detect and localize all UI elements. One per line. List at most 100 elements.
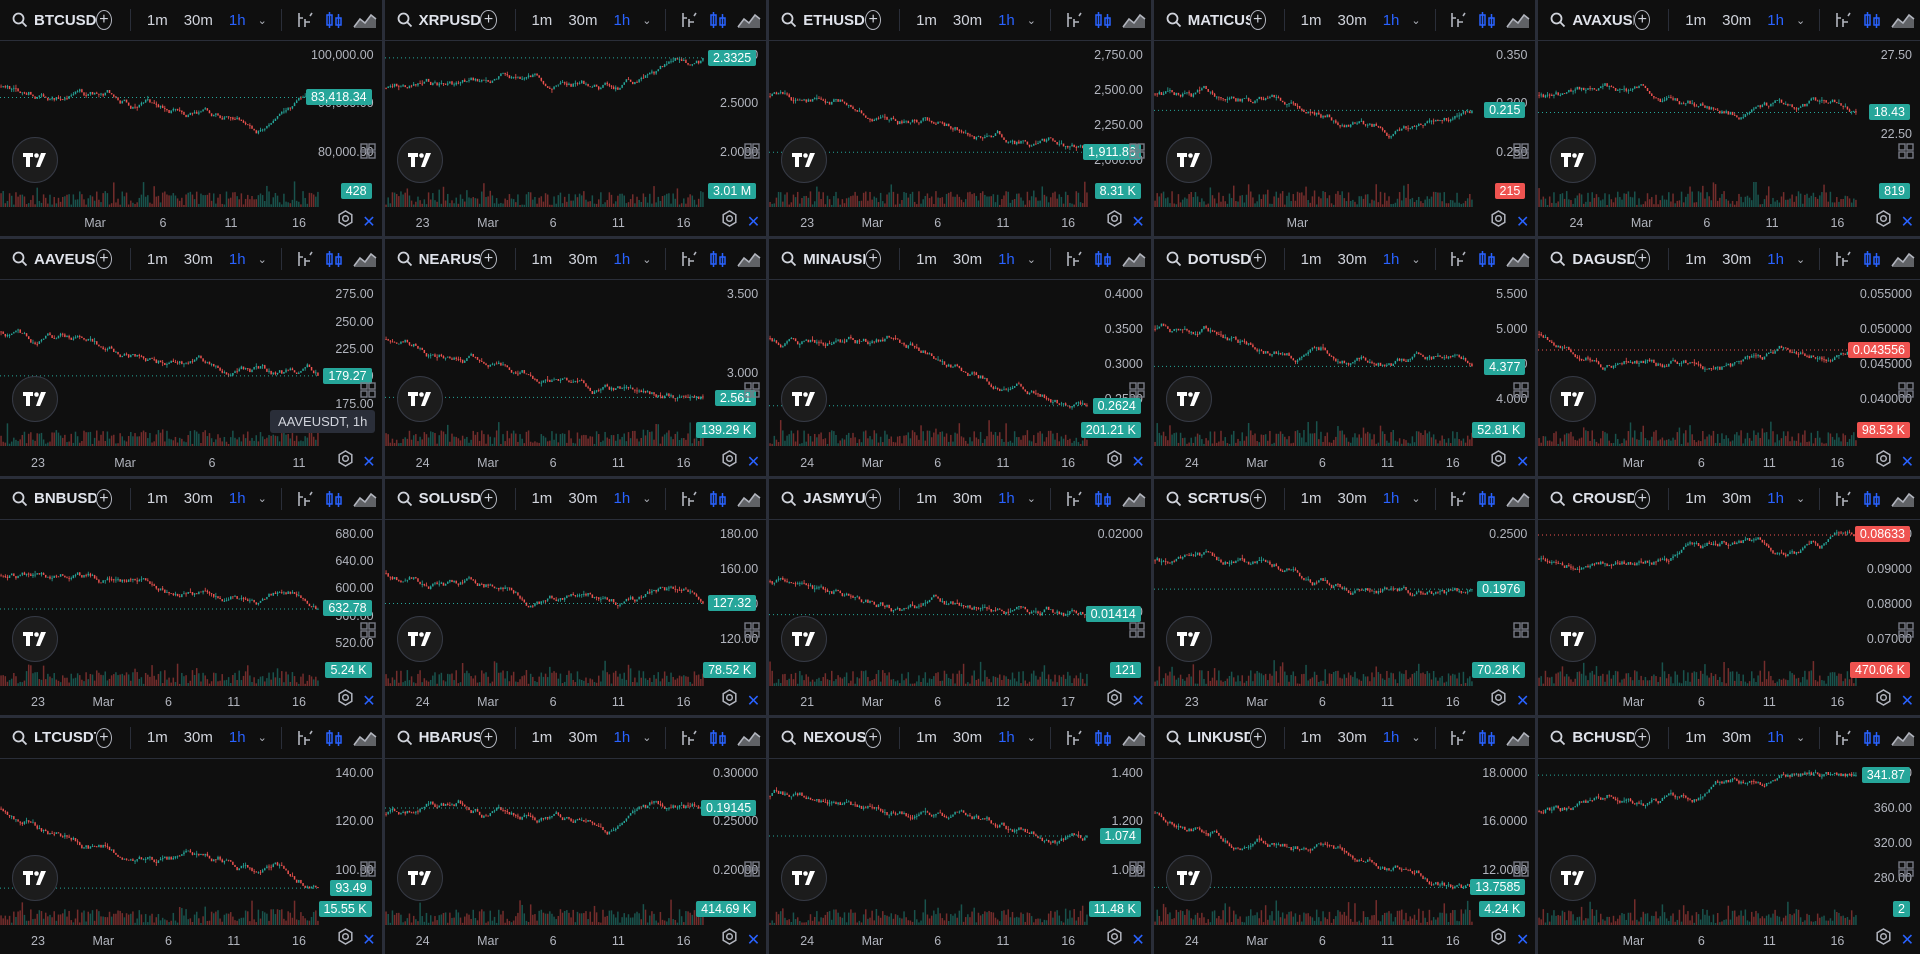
- timeframe-1m[interactable]: 1m: [916, 250, 937, 268]
- timeframe-1m[interactable]: 1m: [1685, 11, 1707, 29]
- price-chart[interactable]: [769, 280, 1150, 475]
- settings-icon[interactable]: [721, 210, 738, 232]
- chevron-down-icon[interactable]: ⌄: [642, 14, 652, 27]
- symbol-search[interactable]: BNBUSDT: [0, 490, 96, 507]
- layout-icon[interactable]: [1513, 382, 1530, 403]
- timeframe-1m[interactable]: 1m: [1300, 250, 1322, 268]
- candles-icon[interactable]: [325, 489, 343, 509]
- layout-icon[interactable]: [1898, 143, 1914, 164]
- add-symbol-button[interactable]: +: [480, 10, 497, 30]
- indicators-icon[interactable]: [679, 249, 699, 269]
- timeframe-30m[interactable]: 30m: [183, 250, 213, 268]
- timeframe-30m[interactable]: 30m: [1337, 11, 1367, 29]
- price-chart[interactable]: [0, 280, 381, 475]
- symbol-search[interactable]: XRPUSDT: [385, 12, 480, 29]
- timeframe-1m[interactable]: 1m: [916, 11, 937, 29]
- settings-icon[interactable]: [1875, 449, 1892, 472]
- layout-icon[interactable]: [744, 143, 760, 164]
- price-chart[interactable]: [384, 41, 766, 236]
- chevron-down-icon[interactable]: ⌄: [1795, 14, 1806, 27]
- indicators-icon[interactable]: [295, 249, 315, 269]
- search-icon[interactable]: [397, 251, 419, 267]
- search-icon[interactable]: [781, 251, 803, 267]
- timeframe-30m[interactable]: 30m: [568, 250, 598, 268]
- timeframe-30m[interactable]: 30m: [183, 11, 213, 29]
- price-chart[interactable]: [0, 520, 381, 715]
- close-icon[interactable]: ✕: [746, 214, 761, 232]
- indicators-icon[interactable]: [1064, 10, 1084, 30]
- chevron-down-icon[interactable]: ⌄: [257, 253, 267, 266]
- symbol-search[interactable]: AAVEUSDT: [0, 251, 96, 268]
- area-chart-icon[interactable]: [737, 11, 761, 29]
- add-symbol-button[interactable]: +: [1634, 10, 1651, 30]
- layout-icon[interactable]: [1129, 143, 1145, 164]
- symbol-search[interactable]: AVAXUSDT: [1538, 12, 1634, 29]
- candles-icon[interactable]: [1478, 10, 1496, 30]
- search-icon[interactable]: [1166, 251, 1188, 267]
- chart-plot-area[interactable]: 27.50 22.50 18.43 819 24 Mar 6 11 16 ✕: [1538, 41, 1920, 236]
- close-icon[interactable]: ✕: [362, 453, 376, 471]
- area-chart-icon[interactable]: [352, 490, 377, 508]
- price-chart[interactable]: [0, 41, 381, 236]
- close-icon[interactable]: ✕: [1515, 453, 1530, 471]
- indicators-icon[interactable]: [1448, 249, 1468, 269]
- timeframe-1m[interactable]: 1m: [146, 490, 168, 507]
- timeframe-1h[interactable]: 1h: [1767, 250, 1784, 268]
- search-icon[interactable]: [12, 491, 34, 507]
- chevron-down-icon[interactable]: ⌄: [1795, 253, 1806, 266]
- price-chart[interactable]: [384, 280, 766, 475]
- tradingview-logo[interactable]: [396, 137, 443, 183]
- timeframe-1h[interactable]: 1h: [998, 250, 1015, 268]
- settings-icon[interactable]: [721, 449, 738, 472]
- search-icon[interactable]: [1166, 12, 1188, 28]
- search-icon[interactable]: [1550, 12, 1572, 28]
- candles-icon[interactable]: [1478, 249, 1496, 269]
- candles-icon[interactable]: [325, 249, 343, 269]
- indicators-icon[interactable]: [295, 489, 315, 509]
- settings-icon[interactable]: [1875, 210, 1892, 232]
- search-icon[interactable]: [781, 12, 803, 28]
- chevron-down-icon[interactable]: ⌄: [642, 253, 652, 266]
- chart-plot-area[interactable]: 100,000.0090,000.0080,000.0083,418.34428…: [0, 41, 382, 236]
- candles-icon[interactable]: [1863, 10, 1881, 30]
- settings-icon[interactable]: [1106, 210, 1123, 232]
- area-chart-icon[interactable]: [352, 11, 377, 29]
- search-icon[interactable]: [397, 12, 419, 28]
- tradingview-logo[interactable]: [1165, 137, 1212, 183]
- tradingview-logo[interactable]: [12, 376, 58, 423]
- search-icon[interactable]: [12, 12, 34, 28]
- candles-icon[interactable]: [1863, 249, 1881, 269]
- chevron-down-icon[interactable]: ⌄: [257, 493, 267, 505]
- timeframe-1h[interactable]: 1h: [1767, 11, 1784, 29]
- chevron-down-icon[interactable]: ⌄: [1026, 253, 1036, 266]
- tradingview-logo[interactable]: [396, 376, 443, 423]
- timeframe-1m[interactable]: 1m: [146, 250, 168, 268]
- symbol-search[interactable]: MATICUSDT: [1154, 12, 1250, 29]
- settings-icon[interactable]: [1106, 449, 1123, 472]
- timeframe-1h[interactable]: 1h: [1382, 11, 1400, 29]
- chevron-down-icon[interactable]: ⌄: [257, 14, 267, 27]
- symbol-search[interactable]: ETHUSDT: [769, 12, 865, 29]
- close-icon[interactable]: ✕: [1900, 214, 1914, 232]
- chevron-down-icon[interactable]: ⌄: [1411, 14, 1421, 27]
- layout-icon[interactable]: [1898, 382, 1914, 403]
- candles-icon[interactable]: [1094, 10, 1112, 30]
- search-icon[interactable]: [12, 251, 34, 267]
- timeframe-30m[interactable]: 30m: [183, 490, 213, 507]
- layout-icon[interactable]: [744, 382, 760, 403]
- timeframe-1h[interactable]: 1h: [613, 11, 631, 29]
- add-symbol-button[interactable]: +: [95, 10, 113, 30]
- area-chart-icon[interactable]: [1122, 11, 1146, 29]
- symbol-search[interactable]: MINAUSDT: [769, 251, 865, 268]
- chart-plot-area[interactable]: 2,750.002,500.002,250.002,000.001,911.86…: [769, 41, 1151, 236]
- indicators-icon[interactable]: [1833, 249, 1853, 269]
- timeframe-1h[interactable]: 1h: [228, 250, 246, 268]
- layout-icon[interactable]: [1513, 143, 1530, 164]
- indicators-icon[interactable]: [1448, 10, 1468, 30]
- tradingview-logo[interactable]: [781, 137, 828, 183]
- indicators-icon[interactable]: [679, 10, 699, 30]
- area-chart-icon[interactable]: [1506, 11, 1530, 29]
- area-chart-icon[interactable]: [737, 250, 761, 268]
